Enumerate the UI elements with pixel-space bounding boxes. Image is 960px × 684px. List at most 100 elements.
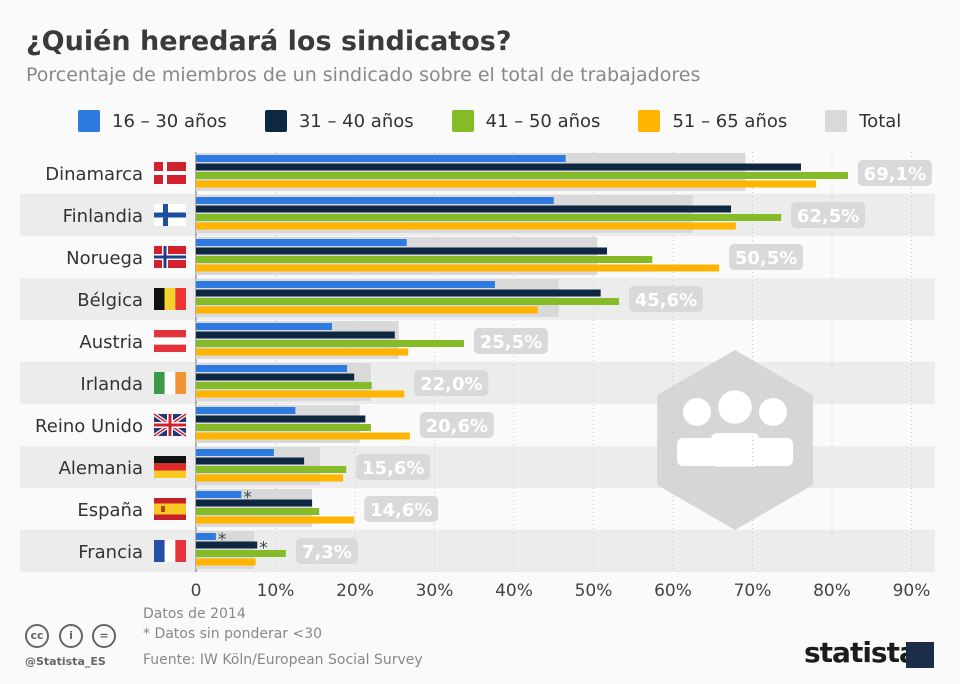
legend-item: 41 – 50 años [451,110,600,132]
asterisk-marker: * [218,530,227,550]
bar-3140años [196,415,366,423]
total-label-box [791,202,866,228]
x-tick-label: 40% [495,581,533,601]
total-label-box [414,370,489,396]
bar-3140años [196,289,601,297]
legend-item: Total [825,110,901,132]
total-label-box [473,328,548,354]
x-tick-label: 60% [654,581,692,601]
flag-part [154,337,186,345]
flag-part [154,423,186,427]
total-label-box [419,412,494,438]
x-tick-label: 90% [893,581,931,601]
flag-part [154,503,186,515]
total-label: 69,1% [864,164,926,185]
flag-icon-francia [154,540,186,562]
bar-4150años [196,340,464,347]
x-tick-label: 80% [813,581,851,601]
legend-label: 31 – 40 años [298,110,414,132]
chart-subtitle: Porcentaje de miembros de un sindicado s… [26,64,701,86]
country-label: Bélgica [77,290,143,311]
legend-label: 16 – 30 años [112,110,227,132]
bar-1630años [196,323,332,330]
flag-part [164,540,176,562]
bar-1630años [196,449,274,456]
total-label: 22,0% [420,374,482,395]
flag-icon-finlandia [154,204,186,226]
flag-icon-reino-unido [152,412,188,438]
bar-4150años [196,466,347,473]
flag-part [154,288,165,310]
country-label: Finlandia [63,206,143,227]
total-label-box [857,160,932,186]
bar-5165años [196,474,344,482]
flag-icon-españa [154,498,186,520]
x-tick-label: 0 [191,581,202,601]
total-label-box [628,286,703,312]
flag-icon-bélgica [154,288,186,310]
flag-part [175,540,186,562]
bar-1630años [196,407,296,414]
flag-part [154,255,186,259]
bar-5165años [196,348,409,356]
flag-part [164,288,176,310]
x-tick-label: 70% [734,581,772,601]
legend-swatch [638,110,661,132]
flag-part [154,372,165,394]
legend-swatch [78,110,100,132]
total-label-box [729,244,804,270]
country-label: Reino Unido [35,416,143,437]
legend-item: 51 – 65 años [638,110,787,132]
bar-3140años [196,163,801,171]
total-label-box [356,454,431,480]
country-label: Alemania [59,458,143,479]
flag-icon-noruega [154,246,186,268]
bar-3140años [196,331,395,339]
total-label: 45,6% [635,290,697,311]
flag-part [175,288,186,310]
bar-1630años [196,491,242,498]
bar-4150años [196,256,653,263]
legend-label: Total [859,110,902,132]
nd-icon: = [92,624,116,648]
bar-1630años [196,197,554,204]
total-label: 14,6% [370,500,432,521]
bar-4150años [196,172,848,179]
statista-logo[interactable]: statista [804,636,918,669]
bar-1630años [196,155,566,162]
flag-part [175,372,186,394]
total-label: 62,5% [797,206,859,227]
flag-part [154,540,165,562]
bar-4150años [196,214,782,221]
bar-4150años [196,424,371,431]
bar-5165años [196,306,538,314]
country-label: Irlanda [80,374,143,395]
bar-5165años [196,558,256,566]
bar-1630años [196,533,216,540]
flag-icon-dinamarca [154,162,186,184]
statista-logo-icon [906,642,934,668]
asterisk-marker: * [259,539,268,559]
total-label-box [364,496,439,522]
bar-1630años [196,281,495,288]
cc-icon: cc [25,624,49,648]
bar-3140años [196,457,305,465]
legend-swatch [264,110,287,132]
bar-5165años [196,390,405,398]
total-label: 25,5% [480,332,542,353]
flag-icon-irlanda [154,372,186,394]
total-label: 20,6% [426,416,488,437]
country-label: Francia [78,542,143,563]
flag-part [154,470,186,478]
person-body [711,433,759,467]
bar-5165años [196,222,736,230]
bar-5165años [196,432,410,440]
flag-icon-austria [154,330,186,352]
bar-5165años [196,516,355,524]
person-body [753,438,793,466]
chart-title: ¿Quién heredará los sindicatos? [26,26,512,57]
footnote-year: Datos de 2014 [143,606,246,622]
twitter-handle: @Statista_ES [25,655,106,668]
